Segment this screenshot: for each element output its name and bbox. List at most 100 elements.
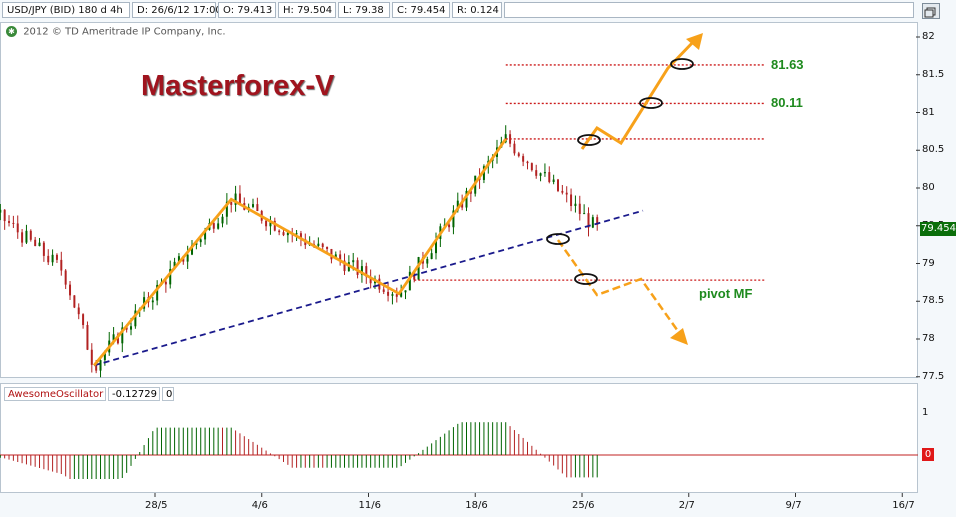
window-button[interactable]	[922, 3, 940, 19]
crossing-marker	[546, 233, 570, 245]
candle-body	[299, 233, 302, 240]
candle-body	[51, 254, 54, 263]
candle-body	[448, 224, 451, 228]
candle-body	[408, 271, 411, 291]
crossing-marker	[639, 97, 663, 109]
candle-body	[504, 134, 507, 143]
y-tick-label: 77.5	[922, 370, 945, 382]
candle-body	[169, 268, 172, 285]
candle-body	[552, 179, 555, 183]
candle-body	[273, 220, 276, 231]
candle-body	[156, 284, 159, 301]
candle-body	[295, 233, 298, 235]
candle-body	[526, 161, 529, 164]
candle-body	[365, 266, 368, 277]
copyright-row: ✱ 2012 © TD Ameritrade IP Company, Inc.	[6, 26, 226, 38]
close-readout: C: 79.454	[392, 2, 450, 18]
candle-body	[530, 163, 533, 171]
y-tick-label: 78	[922, 333, 935, 344]
high-readout: H: 79.504	[278, 2, 336, 18]
candle-body	[286, 232, 289, 236]
candle-body	[130, 326, 133, 330]
projection-down-arrowhead	[670, 328, 688, 345]
copyright-text: 2012 © TD Ameritrade IP Company, Inc.	[23, 26, 226, 38]
level-label: 81.63	[771, 56, 804, 72]
candle-body	[25, 230, 28, 243]
candle-body	[21, 232, 24, 243]
candle-body	[587, 213, 590, 228]
candle-body	[282, 232, 285, 236]
candle-body	[517, 153, 520, 157]
date-readout: D: 26/6/12 17:00	[132, 2, 222, 18]
candle-body	[317, 243, 320, 246]
candle-body	[204, 229, 207, 240]
candle-body	[34, 239, 37, 247]
candle-body	[452, 210, 455, 228]
candle-body	[535, 170, 538, 176]
x-tick-label: 11/6	[358, 500, 381, 511]
candle-body	[3, 209, 6, 222]
candle-body	[121, 327, 124, 344]
candle-body	[360, 266, 363, 275]
y-tick-label: 78.5	[922, 295, 945, 307]
candle-body	[125, 327, 128, 330]
x-tick-label: 4/6	[251, 500, 268, 511]
header-spacer	[504, 2, 914, 18]
candle-body	[82, 314, 85, 326]
candle-body	[191, 244, 194, 255]
candle-body	[339, 254, 342, 261]
oscillator-name[interactable]: AwesomeOscillator	[4, 387, 106, 401]
symbol-label[interactable]: USD/JPY (BID) 180 d 4h	[2, 2, 130, 18]
candle-body	[352, 260, 355, 263]
candle-body	[173, 261, 176, 269]
candle-body	[404, 290, 407, 293]
y-tick-label: 80.5	[922, 144, 945, 156]
candle-body	[596, 217, 599, 225]
osc-zero-badge: 0	[922, 448, 934, 461]
candle-body	[574, 203, 577, 207]
candle-body	[583, 213, 586, 215]
crossing-marker	[577, 134, 601, 146]
level-label: pivot MF	[699, 286, 753, 302]
candle-body	[522, 156, 525, 162]
candle-body	[548, 172, 551, 183]
candle-body	[469, 190, 472, 194]
candle-body	[326, 246, 329, 249]
candle-body	[95, 364, 98, 371]
candle-body	[199, 239, 202, 243]
low-readout: L: 79.38	[338, 2, 390, 18]
candle-body	[591, 217, 594, 228]
candle-body	[225, 201, 228, 217]
candle-body	[12, 222, 15, 224]
candle-body	[212, 223, 215, 229]
candle-body	[430, 253, 433, 260]
trend-line	[93, 209, 644, 367]
crossing-marker	[670, 58, 694, 70]
y-tick-label: 80	[922, 182, 935, 193]
candle-body	[482, 166, 485, 180]
candle-body	[217, 223, 220, 229]
candle-body	[435, 238, 438, 254]
candle-body	[400, 292, 403, 297]
candle-body	[151, 300, 154, 303]
candle-body	[356, 260, 359, 275]
candle-body	[556, 179, 559, 191]
last-price-badge: 79.454	[920, 222, 956, 236]
candle-body	[578, 203, 581, 214]
x-tick-label: 28/5	[145, 500, 168, 511]
candle-body	[543, 172, 546, 174]
x-tick-label: 9/7	[785, 500, 802, 511]
settings-icon[interactable]: ✱	[6, 26, 17, 37]
y-tick-label: 82	[922, 31, 935, 42]
price-panel[interactable]	[0, 22, 918, 378]
candle-body	[29, 230, 32, 240]
zigzag-line	[92, 138, 507, 367]
oscillator-value: -0.12729	[108, 387, 160, 401]
candle-body	[221, 216, 224, 224]
candle-body	[164, 281, 167, 285]
candle-body	[570, 194, 573, 207]
y-tick-label: 81	[922, 106, 935, 118]
candle-body	[186, 254, 189, 262]
x-tick-label: 16/7	[892, 500, 915, 511]
